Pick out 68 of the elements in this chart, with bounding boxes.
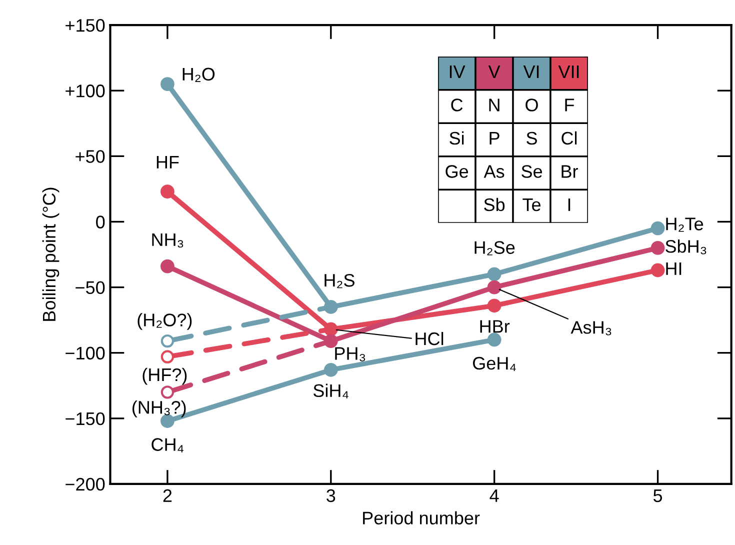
annotation: H₂Se [474,241,515,256]
point [487,280,502,294]
y-tick-label: +100 [66,84,105,98]
text: Sb [484,198,505,212]
annotation: GeH₄ [472,356,516,372]
point [160,259,174,274]
text: S [526,132,537,145]
text: O [526,98,538,112]
text: Se [522,165,542,178]
annotation: SiH₄ [313,384,348,398]
annotation: HBr [480,320,510,333]
point [160,77,174,92]
text: P [490,132,500,144]
annotation: H₂Te [666,218,704,232]
point [160,184,174,199]
category-label: V [488,66,500,78]
category-label: VII [558,66,579,78]
annotation: (H₂O?) [138,313,192,330]
text: Si [450,131,464,145]
x-tick-label: 5 [653,489,662,502]
text: Ge [446,165,468,178]
annotation: HF [156,156,179,168]
text: C [451,98,463,112]
point [487,298,502,313]
point [160,334,174,348]
annotation: NH₃ [152,233,184,248]
category-label: IV [450,66,466,78]
annotation: (HF?) [142,368,187,385]
point [650,263,665,278]
annotation: H₂O [182,68,215,82]
x-tick-label: 3 [326,489,336,502]
annotation: PH₃ [335,347,366,362]
x-tick-label: 4 [490,489,499,502]
y-tick-label: +50 [76,150,105,163]
y-tick-label: −200 [66,478,105,491]
text: Cl [562,131,577,145]
text: Te [522,198,540,212]
x-tick-label: 2 [163,489,172,502]
point [160,386,174,399]
x-axis-title: Period number [363,511,480,524]
point [324,300,338,314]
annotation: H₂S [324,274,354,288]
text: Br [562,165,578,178]
point [160,350,174,364]
annotation: HI [666,262,682,275]
annotation: SbH₃ [666,240,706,254]
point [324,362,338,377]
point [650,241,665,255]
annotation: CH₄ [152,438,184,452]
y-tick-label: −100 [66,346,105,360]
point [324,334,338,348]
point [650,221,665,236]
y-tick-label: −50 [76,281,105,294]
text: I [568,198,570,211]
text: F [565,98,574,112]
point [487,332,502,347]
annotation: (NH₃?) [132,400,186,418]
y-axis-title: Boiling point (°C) [42,188,60,321]
text: As [484,165,504,178]
y-tick-label: −150 [66,412,105,426]
annotation: AsH₃ [570,321,612,336]
y-tick-label: 0 [96,216,105,228]
point [324,322,338,336]
y-tick-label: +150 [66,19,105,32]
point [487,267,502,282]
annotation: HCl [416,332,444,346]
category-label: VI [523,66,539,78]
text: N [489,98,500,112]
